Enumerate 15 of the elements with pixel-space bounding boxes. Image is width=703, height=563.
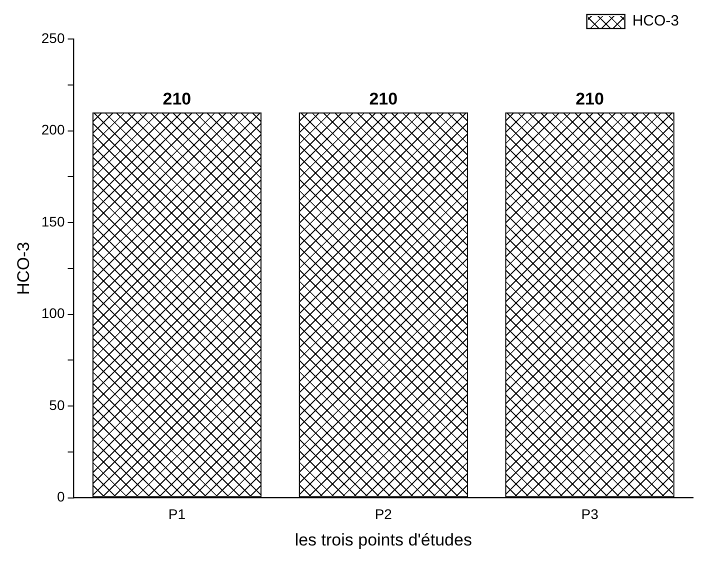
y-tick-label: 0	[56, 488, 65, 505]
y-tick-label: 50	[49, 396, 65, 413]
x-axis-title: les trois points d'études	[294, 530, 472, 550]
data-label: 210	[576, 90, 604, 109]
y-tick-label: 100	[41, 305, 65, 322]
x-tick-label: P2	[374, 506, 392, 522]
y-tick-label: 150	[41, 213, 65, 230]
x-tick-label: P3	[581, 506, 599, 522]
y-tick-label: 200	[41, 122, 65, 138]
y-axis-title: HCO-3	[14, 242, 33, 295]
y-tick-label: 250	[41, 30, 65, 46]
x-tick-label: P1	[168, 506, 186, 522]
data-label: 210	[369, 90, 398, 109]
data-label: 210	[162, 90, 192, 109]
legend-label: HCO-3	[632, 12, 679, 30]
